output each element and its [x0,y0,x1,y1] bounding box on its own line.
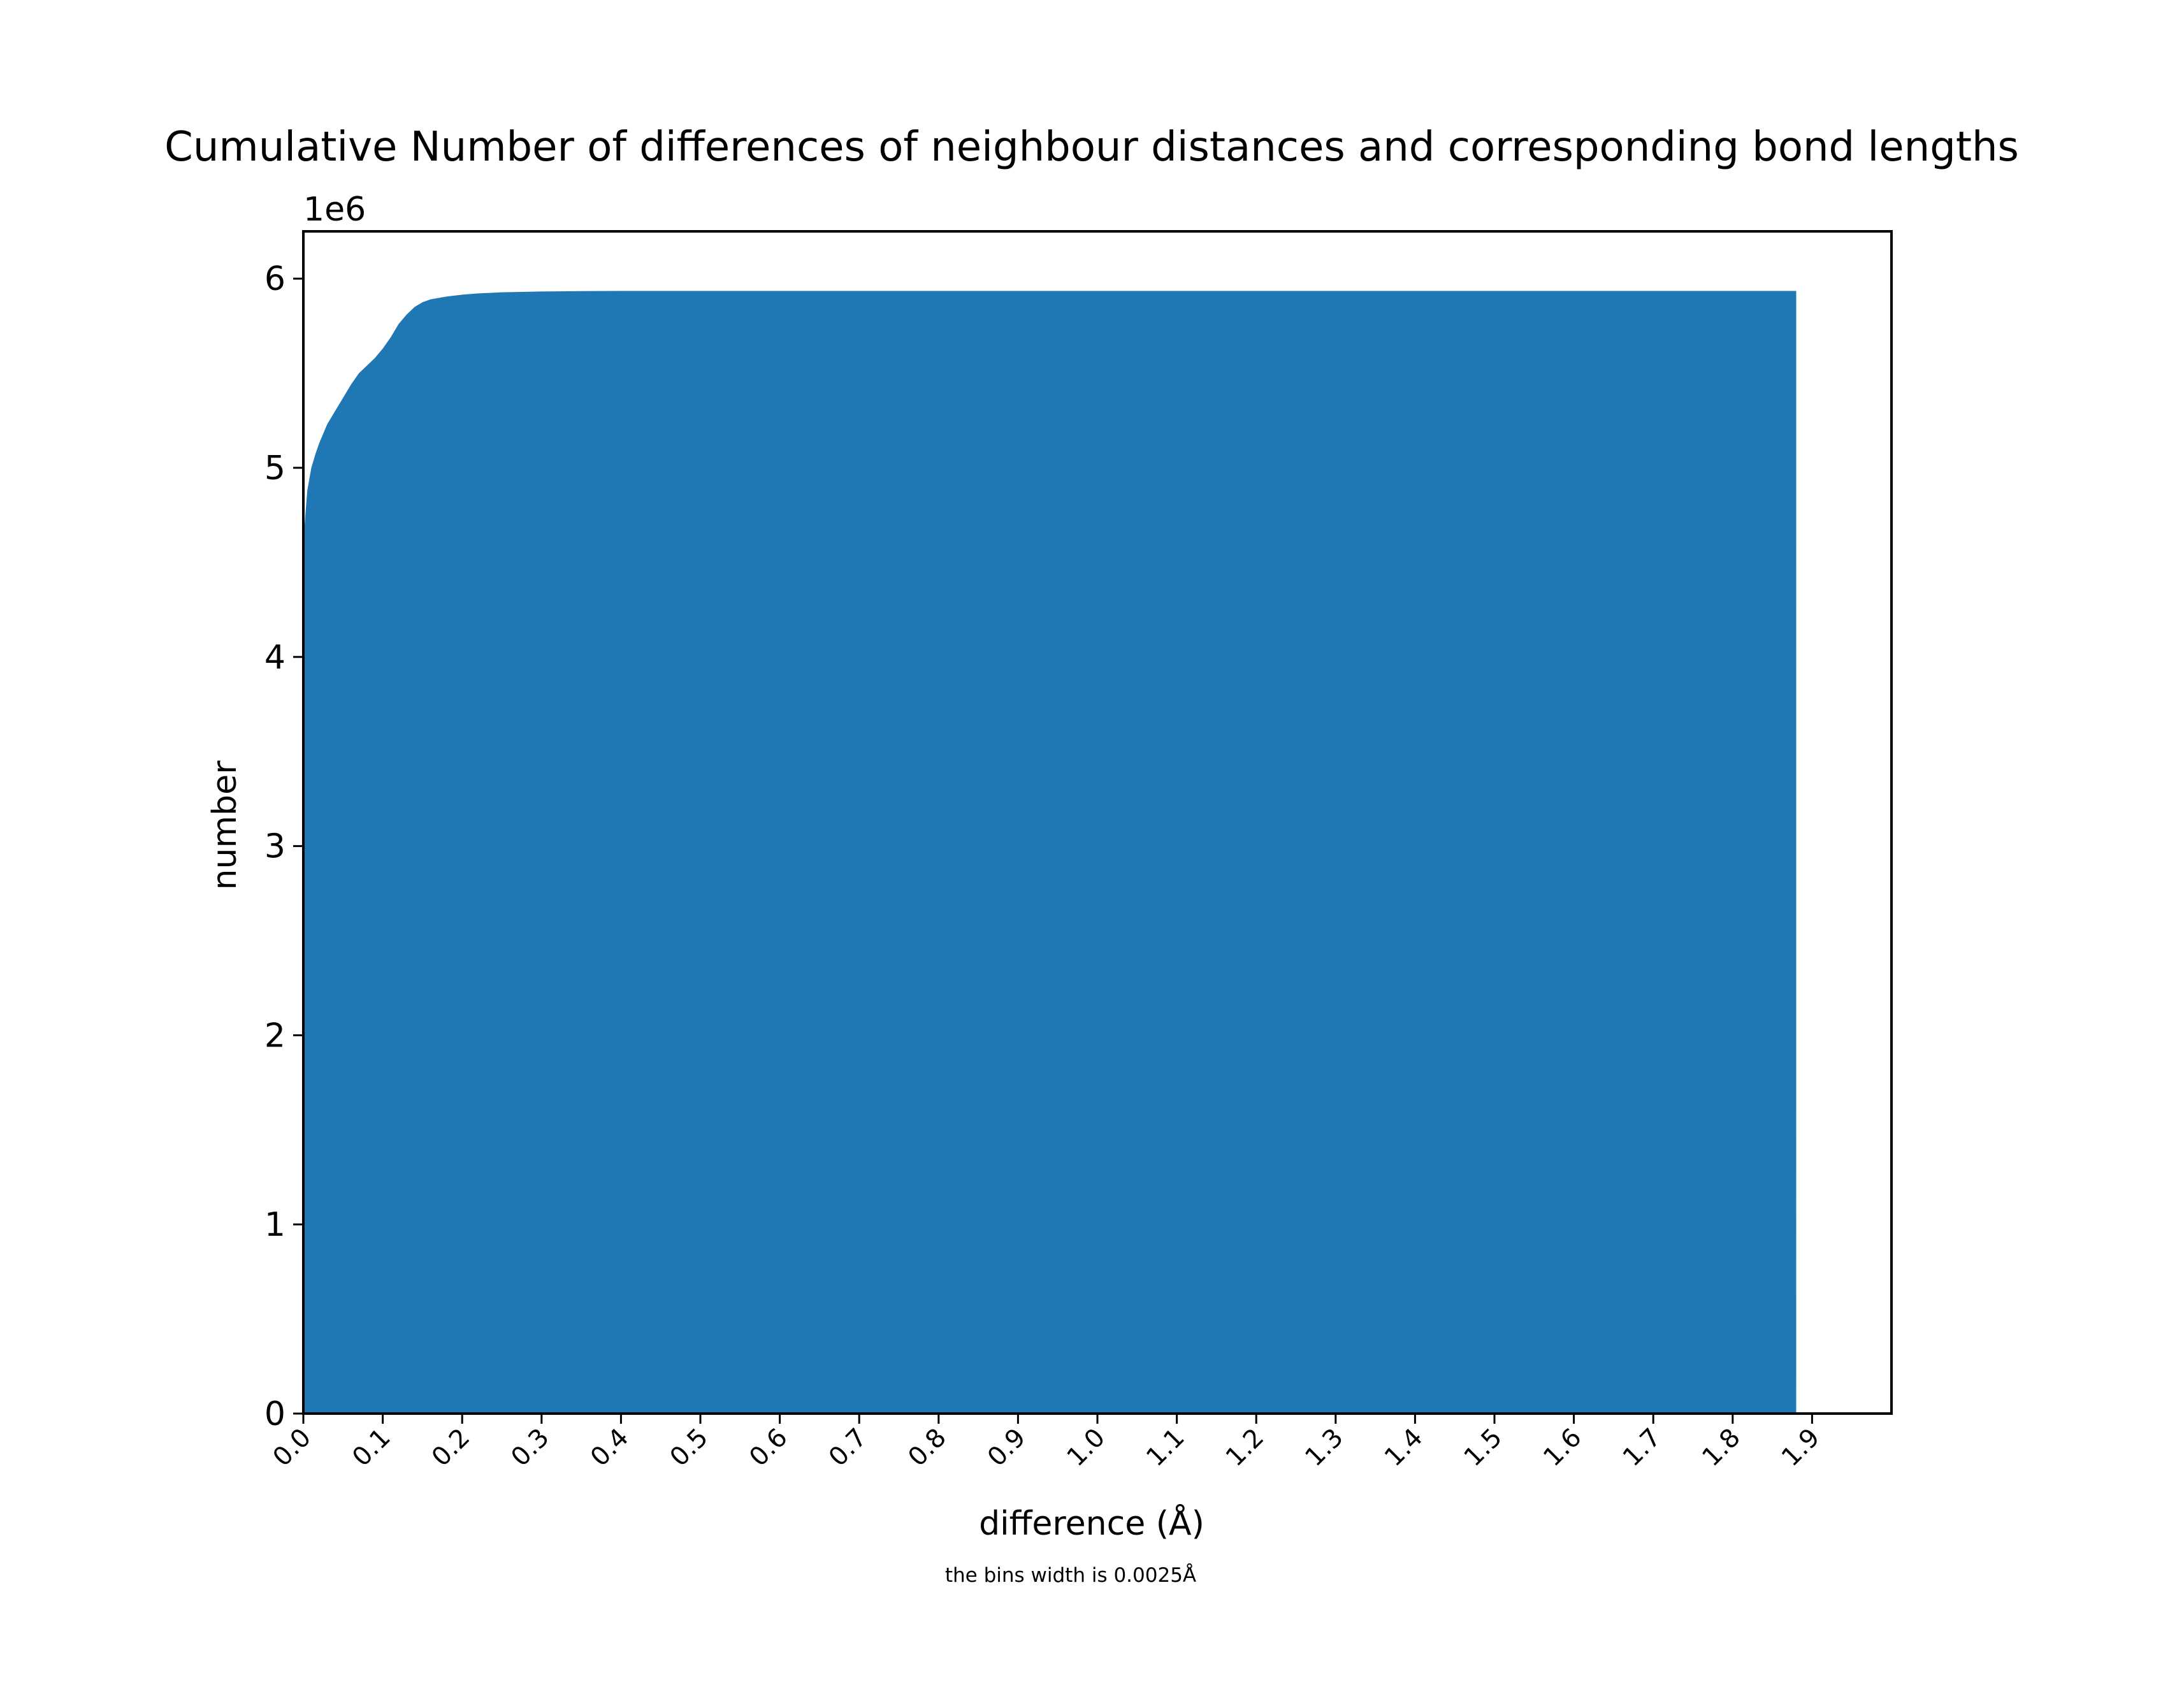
x-axis-label: difference (Å) [979,1503,1204,1543]
y-tick-label: 1 [264,1206,286,1244]
y-tick-label: 3 [264,828,286,866]
y-tick-label: 2 [264,1017,286,1055]
y-tick-label: 0 [264,1395,286,1433]
y-axis: 0 1 2 3 4 5 6 [264,260,303,1433]
cumulative-histogram-area [303,291,1797,1414]
y-axis-offset-label: 1e6 [303,191,366,229]
chart-title: Cumulative Number of differences of neig… [164,124,2019,171]
y-axis-label: number [206,760,244,890]
bin-width-note: the bins width is 0.0025Å [945,1564,1196,1587]
plot-area [303,291,1797,1414]
y-tick-label: 4 [264,639,286,677]
y-tick-label: 6 [264,260,286,298]
plot-frame [302,230,1893,1415]
y-tick-label: 5 [264,449,286,488]
